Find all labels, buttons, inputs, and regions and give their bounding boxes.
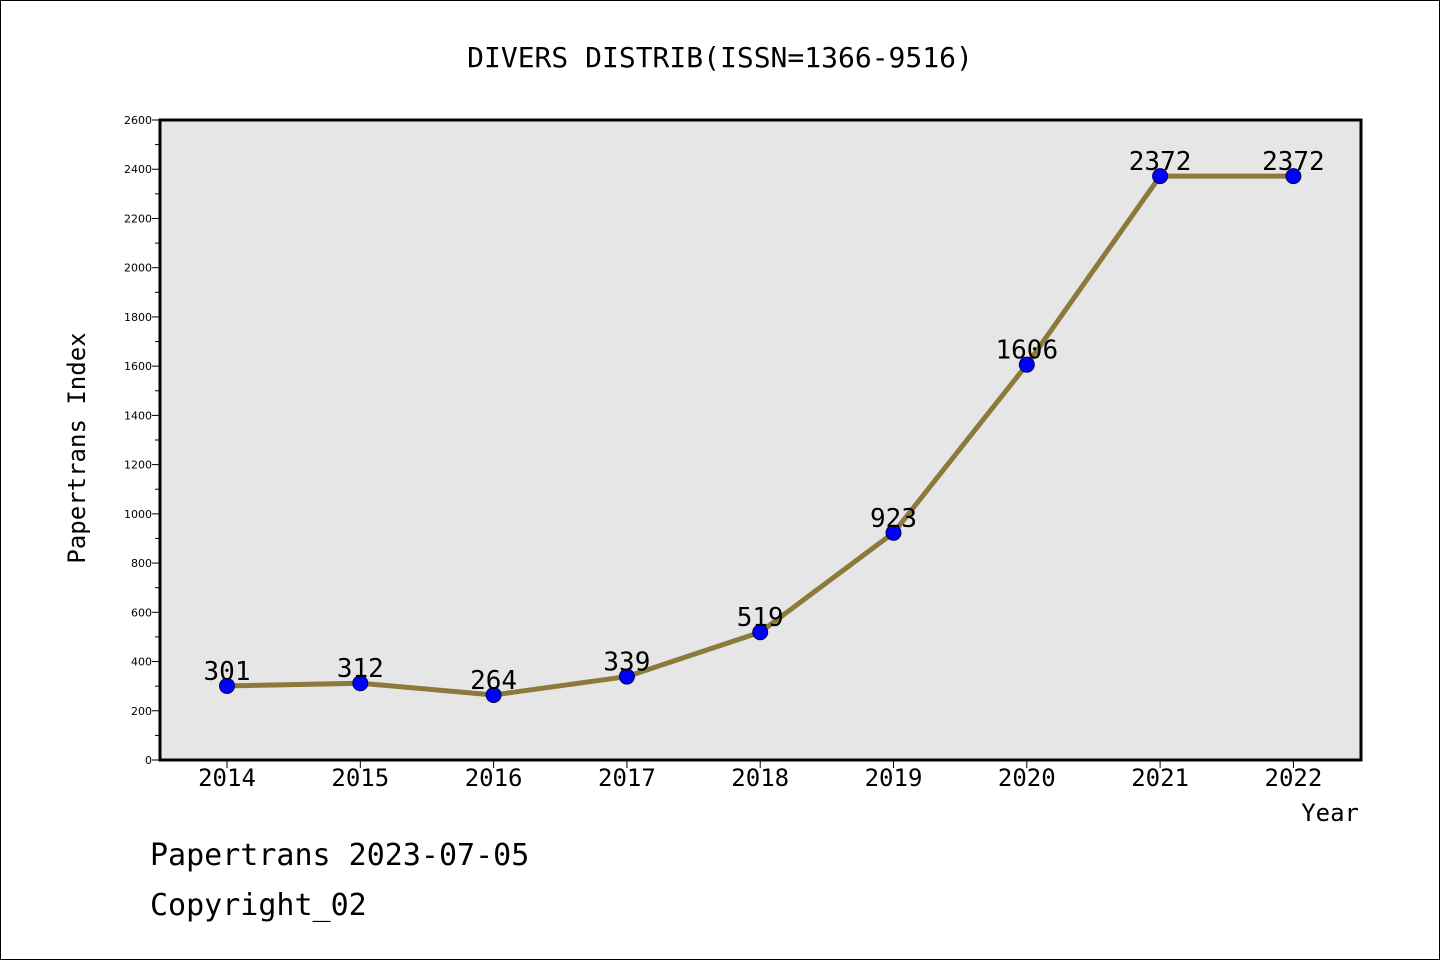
y-tick-label: 2000 <box>124 262 152 275</box>
x-tick-label: 2014 <box>198 764 256 792</box>
y-tick-label: 200 <box>131 705 152 718</box>
data-label: 301 <box>204 657 251 687</box>
footer-copyright: Copyright_02 <box>150 888 367 923</box>
y-tick-label: 800 <box>131 557 152 570</box>
data-label: 264 <box>470 666 517 696</box>
data-label: 312 <box>337 654 384 684</box>
x-tick-label: 2016 <box>465 764 523 792</box>
series-layer <box>219 168 1302 704</box>
y-tick-label: 1800 <box>124 311 152 324</box>
y-tick-label: 1000 <box>124 508 152 521</box>
x-tick-label: 2020 <box>998 764 1056 792</box>
data-point <box>1285 168 1302 185</box>
x-tick-label: 2017 <box>598 764 656 792</box>
footer-date: Papertrans 2023-07-05 <box>150 838 529 873</box>
data-point <box>219 677 235 694</box>
y-tick-label: 600 <box>131 606 152 619</box>
data-point <box>1018 356 1035 373</box>
y-tick-label: 1400 <box>124 409 152 422</box>
x-tick-label: 2018 <box>731 764 789 792</box>
data-point <box>885 524 902 541</box>
data-label: 2372 <box>1262 147 1325 177</box>
data-label: 339 <box>603 648 650 678</box>
x-axis: 2014 2015 2016 2017 2018 2019 2020 2021 2022 <box>198 760 1322 792</box>
x-axis-label: Year <box>1301 799 1359 827</box>
x-tick-label: 2022 <box>1265 764 1323 792</box>
y-axis: 0 200 400 600 800 1000 1200 1400 1600 1800 2000 220… <box>124 114 160 767</box>
y-axis-label: Papertrans Index <box>63 332 91 563</box>
y-tick-label: 1200 <box>124 459 152 472</box>
plot-area <box>158 118 1363 762</box>
y-tick-label: 400 <box>131 656 152 669</box>
x-tick-label: 2021 <box>1131 764 1189 792</box>
y-tick-label: 0 <box>145 754 152 767</box>
data-point <box>1152 168 1169 185</box>
data-label: 2372 <box>1129 147 1192 177</box>
x-tick-label: 2019 <box>865 764 923 792</box>
chart-title: DIVERS DISTRIB(ISSN=1366-9516) <box>467 41 973 74</box>
data-labels: 301 312 264 339 519 923 1606 2372 2372 <box>204 147 1325 696</box>
data-label: 923 <box>870 504 917 534</box>
data-point <box>485 687 502 704</box>
y-tick-label: 2600 <box>124 114 152 127</box>
y-tick-label: 2200 <box>124 212 152 225</box>
data-label: 519 <box>737 603 784 633</box>
data-point <box>752 624 769 641</box>
y-tick-label: 1600 <box>124 360 152 373</box>
data-label: 1606 <box>995 336 1058 366</box>
data-point <box>352 675 369 692</box>
y-tick-label: 2400 <box>124 163 152 176</box>
data-point <box>618 668 635 685</box>
x-tick-label: 2015 <box>331 764 389 792</box>
